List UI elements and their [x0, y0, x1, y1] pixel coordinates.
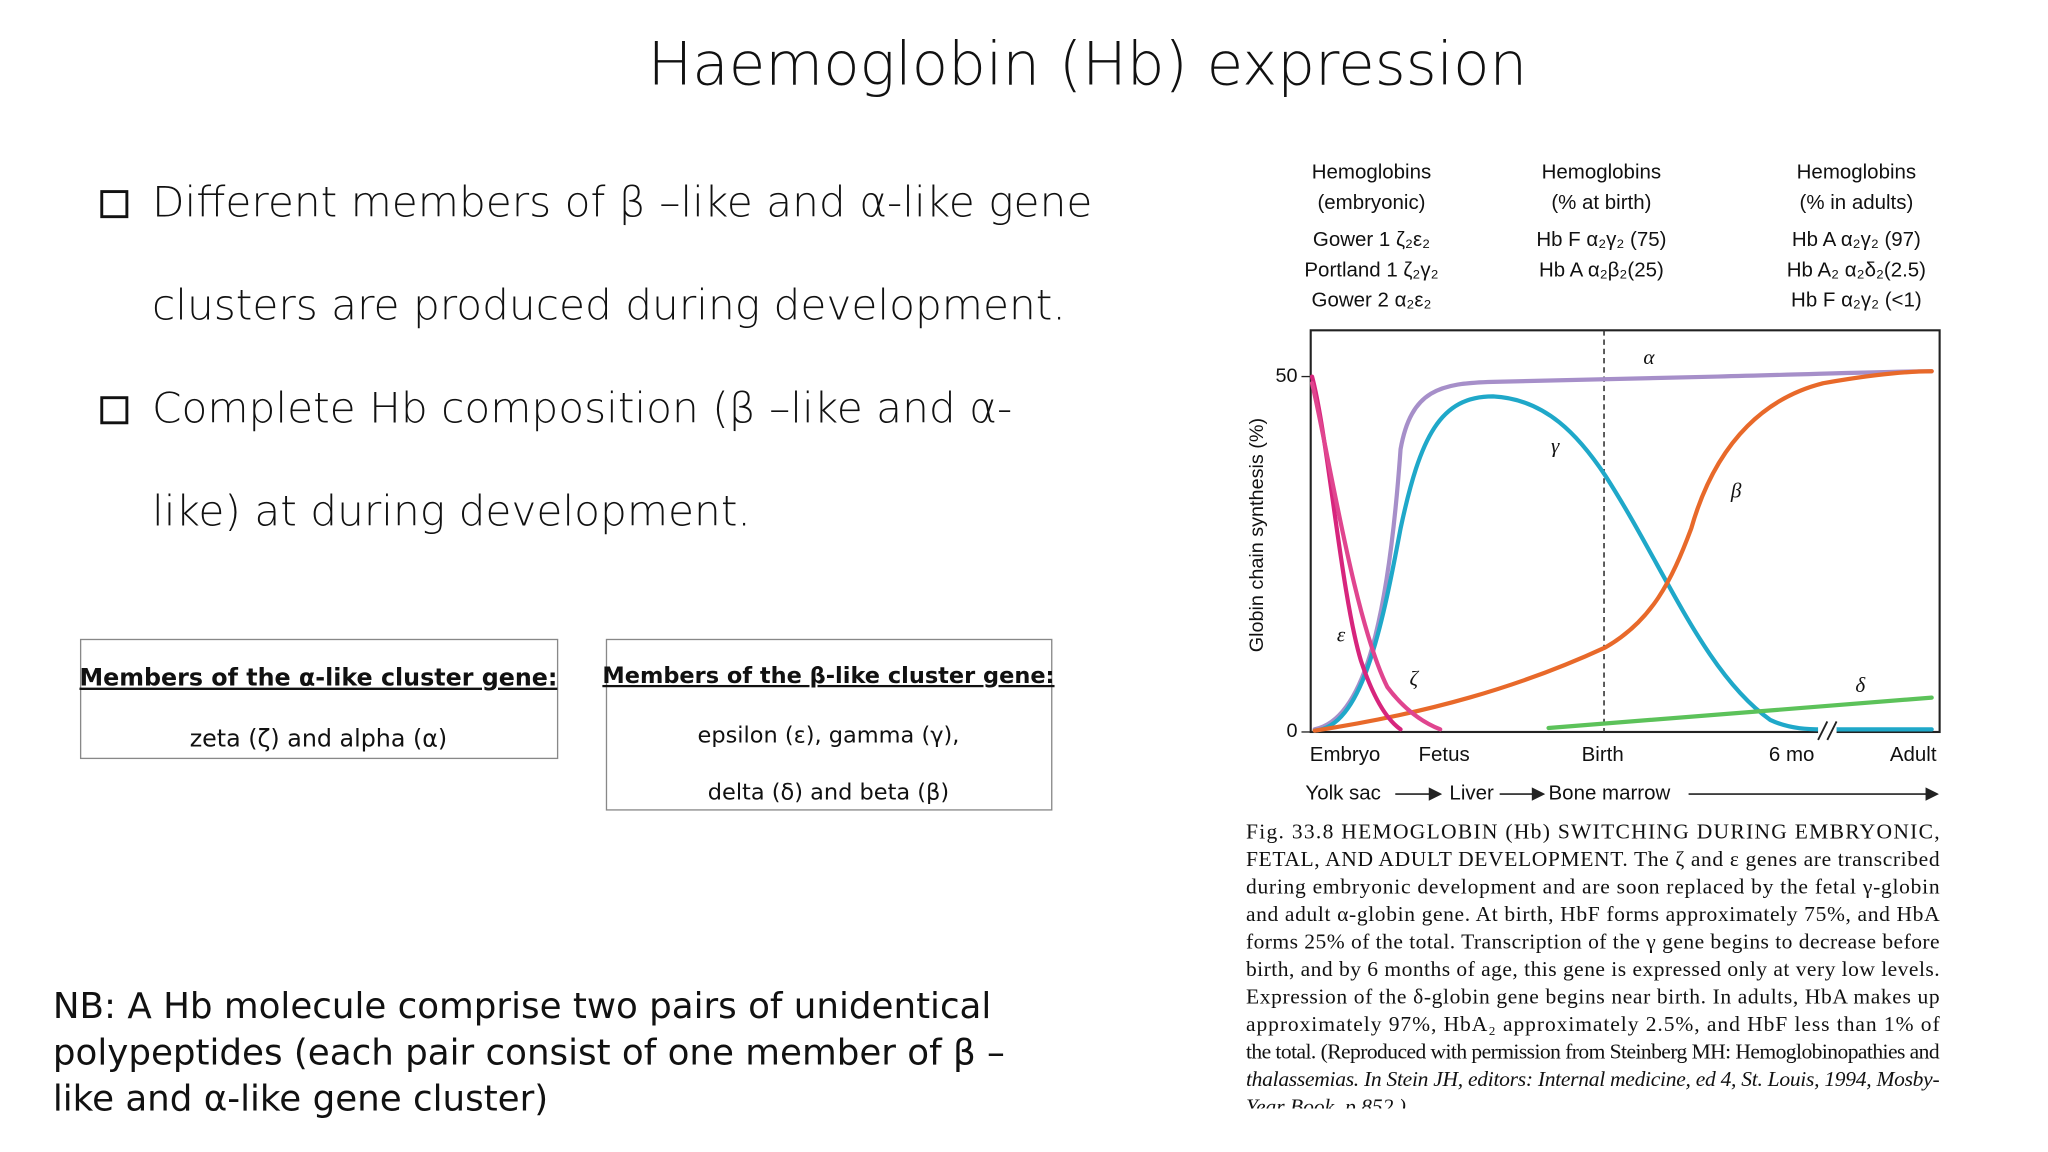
beta-curve [1312, 369, 1934, 733]
beta-box [605, 638, 1053, 811]
column-heading: (embryonic) [1317, 191, 1425, 214]
y-axis-label: Globin chain synthesis (%) [1246, 418, 1268, 652]
site-label: Liver [1449, 781, 1494, 804]
column-item: Hb A α₂γ₂ (97) [1792, 228, 1921, 251]
box-heading: Members of the β-like cluster gene: [602, 663, 1054, 689]
column-item: Gower 1 ζ₂ε₂ [1313, 228, 1430, 251]
caption-line: forms 25% of the total. Transcription of… [1246, 930, 1940, 954]
curve-label: β [1730, 479, 1742, 503]
column-heading: Hemoglobins [1797, 160, 1916, 183]
axis-break-bg [1818, 721, 1837, 740]
column-heading: (% in adults) [1800, 191, 1914, 214]
box-text: zeta (ζ) and alpha (α) [190, 724, 447, 752]
curve-label: γ [1551, 434, 1560, 458]
caption-line: and adult α-globin gene. At birth, HbF f… [1246, 902, 1940, 926]
caption-line: the total. (Reproduced with permission f… [1246, 1040, 1940, 1064]
column-item: Gower 2 α₂ε₂ [1312, 289, 1432, 312]
column-item: Hb A α₂β₂(25) [1539, 258, 1664, 281]
x-label: Adult [1890, 743, 1937, 766]
gamma-curve [1312, 394, 1934, 733]
y-tick-label: 50 [1275, 365, 1297, 387]
slide-title: Haemoglobin (Hb) expression [648, 31, 1528, 100]
caption-line: during embryonic development and are soo… [1246, 875, 1940, 899]
note-text: : A Hb molecule comprise two pairs of un… [104, 986, 991, 1027]
y-tick-label: 0 [1286, 720, 1297, 742]
bullet-text: Different members of β –like and α-like … [152, 177, 1092, 226]
box-heading: Members of the α-like cluster gene: [79, 664, 557, 692]
note-text: polypeptides (each pair consist of one m… [53, 1032, 1005, 1073]
zeta-curve [1309, 381, 1443, 732]
arrow-head [1531, 787, 1546, 801]
bullet-box [100, 396, 129, 425]
caption-line: Year Book, p 852.) [1246, 1094, 1406, 1118]
note-label: NB [53, 986, 104, 1027]
x-label: Fetus [1419, 743, 1470, 766]
curve-label: δ [1855, 673, 1866, 697]
site-label: Yolk sac [1305, 781, 1380, 804]
arrow-head [1925, 787, 1939, 801]
caption-line: thalassemias. In Stein JH, editors: Inte… [1246, 1067, 1940, 1091]
x-label: Embryo [1310, 743, 1381, 766]
column-item: Hb A₂ α₂δ₂(2.5) [1787, 258, 1926, 281]
curve-label: ζ [1409, 666, 1419, 690]
caption-line: birth, and by 6 months of age, this gene… [1246, 957, 1940, 981]
column-item: Portland 1 ζ₂γ₂ [1304, 258, 1438, 281]
caption-line: FETAL, AND ADULT DEVELOPMENT. The ζ and … [1246, 847, 1940, 871]
alpha-box [79, 638, 559, 760]
x-label: Birth [1582, 743, 1624, 766]
bullet-box [100, 190, 129, 219]
column-heading: Hemoglobins [1312, 160, 1431, 183]
curve-label: ε [1337, 623, 1346, 647]
caption-line: Fig. 33.8 HEMOGLOBIN (Hb) SWITCHING DURI… [1246, 820, 1940, 844]
box-text: epsilon (ε), gamma (γ), [698, 722, 960, 748]
delta-curve [1546, 695, 1934, 731]
bullet-text: like) at during development. [152, 486, 751, 535]
site-label: Bone marrow [1549, 781, 1671, 804]
box-text: delta (δ) and beta (β) [708, 779, 949, 805]
column-item: Hb F α₂γ₂ (75) [1536, 228, 1666, 251]
bullet-text: clusters are produced during development… [152, 280, 1066, 329]
axis-break [1817, 720, 1838, 741]
column-item: Hb F α₂γ₂ (<1) [1791, 289, 1922, 312]
x-label: 6 mo [1769, 743, 1815, 766]
caption-line: approximately 97%, HbA₂ approximately 2.… [1246, 1012, 1940, 1036]
plot-frame [1309, 329, 1941, 734]
column-heading: Hemoglobins [1542, 160, 1661, 183]
curve-label: α [1643, 345, 1655, 369]
arrow-head [1428, 787, 1443, 801]
column-heading: (% at birth) [1551, 191, 1651, 214]
caption-line: Expression of the δ-globin gene begins n… [1246, 985, 1940, 1009]
bullet-text: Complete Hb composition (β –like and α- [152, 383, 1012, 432]
note-text: like and α-like gene cluster) [53, 1079, 548, 1120]
